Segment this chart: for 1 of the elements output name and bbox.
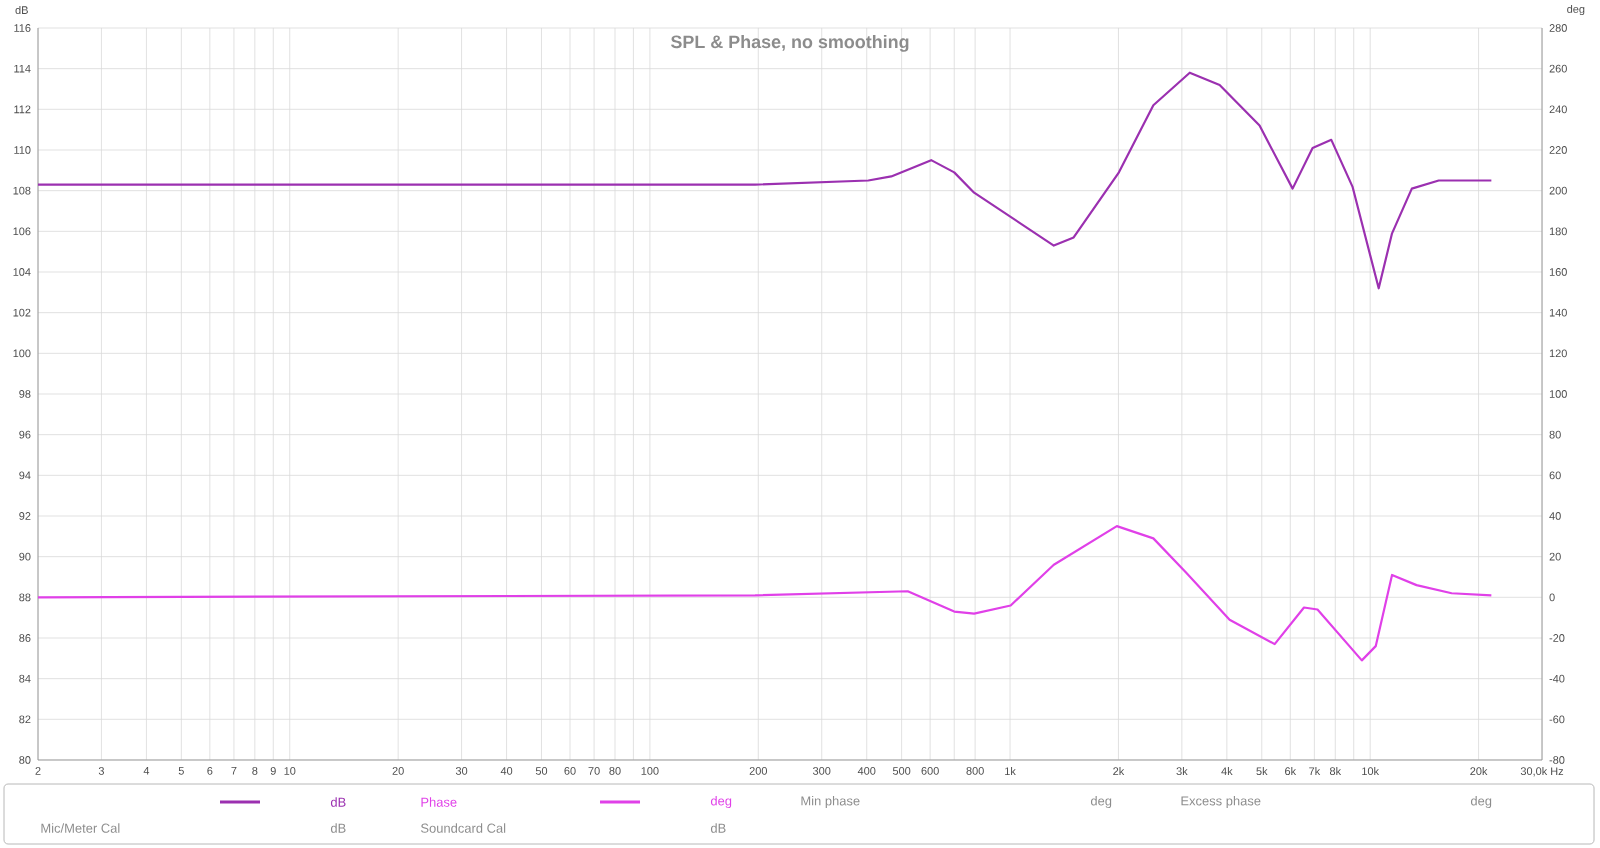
chart-title: SPL & Phase, no smoothing	[670, 35, 909, 52]
